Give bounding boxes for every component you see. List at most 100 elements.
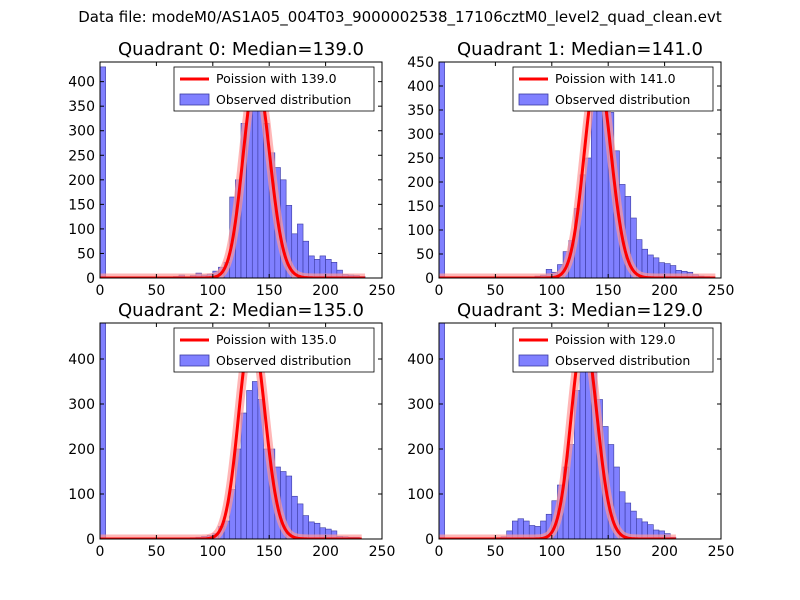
legend-hist-label: Observed distribution	[555, 92, 690, 107]
y-tick-label: 200	[68, 442, 95, 458]
histogram-bar	[251, 103, 259, 278]
x-tick-label: 200	[651, 544, 678, 560]
plot-area	[439, 62, 719, 278]
y-tick-label: 400	[407, 79, 434, 95]
legend: Poission with 135.0 Observed distribution	[173, 327, 375, 373]
panel-title: Quadrant 1: Median=141.0	[457, 39, 703, 60]
histogram-bar	[579, 367, 586, 539]
y-tick-label: 50	[416, 247, 434, 263]
y-tick-label: 200	[407, 442, 434, 458]
legend-hist-label: Observed distribution	[216, 353, 351, 368]
y-tick-label: 200	[68, 173, 95, 189]
quadrant-1-panel: Quadrant 1: Median=141.0 0 50 100 150 200 250 0…	[407, 39, 734, 299]
x-tick-label: 150	[256, 544, 283, 560]
y-tick-label: 250	[68, 148, 95, 164]
histogram-bar	[100, 323, 106, 539]
y-tick-label: 100	[68, 487, 95, 503]
x-tick-label: 0	[435, 283, 444, 299]
y-tick-label: 0	[425, 271, 434, 287]
y-tick-label: 400	[407, 352, 434, 368]
axes-frame	[438, 61, 722, 279]
x-tick-label: 0	[96, 283, 105, 299]
histogram-bar	[590, 109, 598, 278]
panel-title: Quadrant 3: Median=129.0	[457, 300, 703, 321]
x-tick-label: 250	[369, 544, 396, 560]
legend-hist-swatch	[518, 93, 549, 106]
quadrant-0-panel: Quadrant 0: Median=139.0 0 50 100 150 200 250 0…	[68, 39, 395, 299]
x-tick-label: 50	[147, 544, 165, 560]
x-tick-label: 100	[199, 544, 226, 560]
y-tick-label: 350	[68, 99, 95, 115]
y-tick-label: 300	[407, 397, 434, 413]
x-tick-label: 0	[435, 544, 444, 560]
legend-hist-swatch	[518, 354, 549, 367]
y-tick-label: 100	[407, 223, 434, 239]
y-tick-label: 100	[407, 487, 434, 503]
y-tick-label: 350	[407, 103, 434, 119]
y-tick-label: 200	[407, 175, 434, 191]
histogram-bar	[297, 503, 304, 539]
y-tick-label: 50	[77, 246, 95, 262]
x-tick-label: 150	[595, 544, 622, 560]
legend: Poission with 129.0 Observed distribution	[512, 327, 714, 373]
axes-frame	[99, 322, 383, 540]
histogram-bar	[585, 157, 592, 278]
axes-frame	[438, 322, 722, 540]
y-tick-label: 300	[68, 397, 95, 413]
legend-hist-label: Observed distribution	[216, 92, 351, 107]
histogram-bar	[302, 240, 309, 278]
y-tick-label: 300	[407, 127, 434, 143]
histogram-bar	[246, 390, 253, 539]
x-tick-label: 250	[708, 283, 735, 299]
y-tick-label: 300	[68, 124, 95, 140]
y-tick-label: 150	[68, 197, 95, 213]
legend: Poission with 141.0 Observed distribution	[512, 66, 714, 112]
legend-line-label: Poission with 139.0	[216, 71, 337, 86]
panel-title: Quadrant 0: Median=139.0	[118, 39, 364, 60]
legend-hist-swatch	[179, 354, 210, 367]
x-tick-label: 150	[595, 283, 622, 299]
x-tick-label: 50	[486, 544, 504, 560]
legend-line-label: Poission with 141.0	[555, 71, 676, 86]
y-tick-label: 250	[407, 151, 434, 167]
panel-title: Quadrant 2: Median=135.0	[118, 300, 364, 321]
x-tick-label: 100	[538, 544, 565, 560]
histogram-bar	[439, 62, 445, 278]
y-tick-label: 450	[407, 55, 434, 71]
x-tick-label: 250	[369, 283, 396, 299]
x-tick-label: 200	[312, 544, 339, 560]
legend-line-label: Poission with 135.0	[216, 332, 337, 347]
x-tick-label: 50	[147, 283, 165, 299]
poisson-fit-line	[100, 330, 363, 539]
x-tick-label: 200	[651, 283, 678, 299]
y-tick-label: 100	[68, 222, 95, 238]
axes-frame	[99, 61, 383, 279]
legend-line-label: Poission with 129.0	[555, 332, 676, 347]
y-tick-label: 0	[86, 271, 95, 287]
legend-hist-swatch	[179, 93, 210, 106]
x-tick-label: 200	[312, 283, 339, 299]
x-tick-label: 100	[538, 283, 565, 299]
legend: Poission with 139.0 Observed distribution	[173, 66, 375, 112]
histogram-bar	[439, 323, 445, 539]
y-tick-label: 400	[68, 75, 95, 91]
y-tick-label: 0	[86, 532, 95, 548]
histogram-bar	[297, 223, 304, 278]
histogram-bar	[251, 381, 259, 539]
histogram-bar	[257, 108, 264, 278]
figure-suptitle: Data file: modeM0/AS1A05_004T03_90000025…	[78, 8, 722, 26]
quadrant-2-panel: Quadrant 2: Median=135.0 0 50 100 150 200 250 0…	[68, 300, 395, 560]
histogram-bar	[100, 66, 106, 278]
quadrant-3-panel: Quadrant 3: Median=129.0 0 50 100 150 200 250 0…	[407, 300, 734, 560]
histogram-bar	[240, 412, 247, 539]
legend-hist-label: Observed distribution	[555, 353, 690, 368]
y-tick-label: 150	[407, 199, 434, 215]
plot-area	[100, 323, 366, 539]
x-tick-label: 0	[96, 544, 105, 560]
x-tick-label: 150	[256, 283, 283, 299]
x-tick-label: 50	[486, 283, 504, 299]
y-tick-label: 400	[68, 352, 95, 368]
poisson-fit-line	[439, 70, 716, 278]
y-tick-label: 0	[425, 532, 434, 548]
